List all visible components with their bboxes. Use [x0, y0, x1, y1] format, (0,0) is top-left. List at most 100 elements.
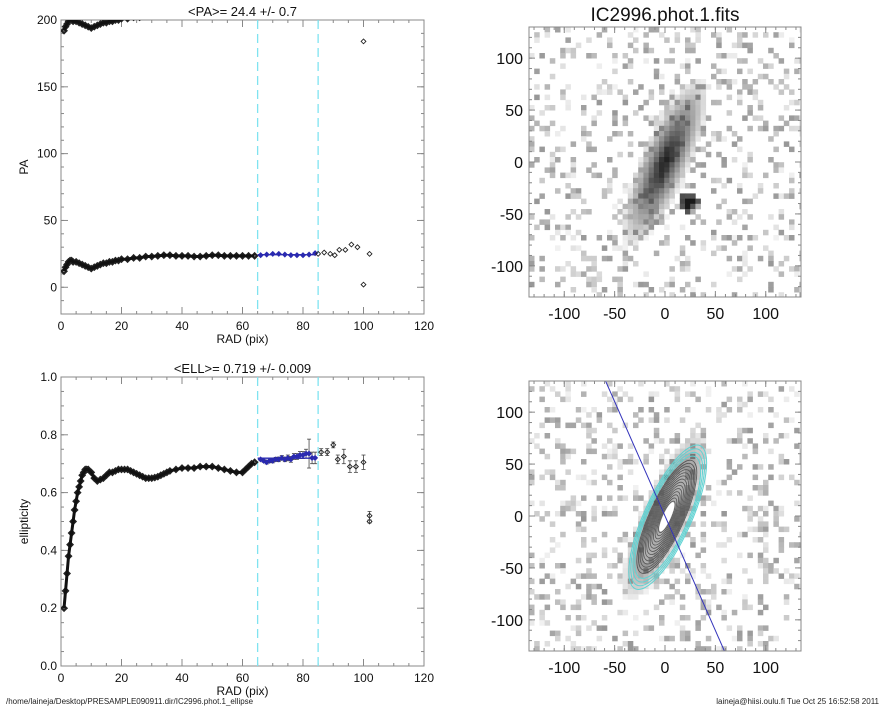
- pixel: [570, 495, 577, 501]
- pixel: [768, 250, 774, 257]
- pixel: [763, 485, 769, 491]
- pixel: [622, 219, 629, 225]
- pixel: [581, 646, 587, 651]
- pixel: [700, 131, 707, 137]
- pixel: [648, 141, 655, 147]
- pixel: [778, 229, 785, 236]
- pixel: [700, 459, 707, 465]
- pixel: [643, 183, 649, 189]
- pixel: [742, 453, 748, 460]
- pixel: [612, 391, 618, 397]
- pixel: [643, 203, 649, 210]
- pixel: [685, 578, 691, 585]
- pixel: [690, 427, 696, 434]
- pixel: [539, 474, 545, 481]
- isophote-contour: [639, 466, 694, 568]
- pixel: [648, 183, 655, 189]
- pixel: [653, 183, 660, 189]
- pixel: [690, 79, 696, 85]
- pixel: [648, 396, 655, 403]
- pixel: [737, 68, 743, 75]
- pixel: [783, 594, 790, 600]
- pixel: [591, 266, 597, 272]
- pixel: [674, 396, 681, 403]
- pixel: [778, 573, 785, 579]
- pixel: [570, 287, 577, 293]
- pixel: [690, 157, 696, 163]
- pixel: [783, 105, 790, 111]
- pixel: [581, 573, 587, 579]
- pixel: [555, 391, 561, 397]
- pixel: [731, 469, 738, 475]
- pixel: [643, 219, 649, 225]
- pixel: [539, 500, 545, 507]
- pixel: [633, 281, 639, 288]
- pixel: [669, 583, 675, 590]
- pixel: [560, 505, 566, 512]
- pixel: [685, 531, 691, 538]
- pixel: [669, 115, 675, 121]
- pixel: [705, 151, 712, 158]
- pixel: [721, 578, 727, 585]
- pixel: [570, 505, 577, 512]
- pixel: [679, 115, 686, 121]
- pixel: [674, 79, 681, 85]
- pixel: [679, 172, 686, 179]
- pixel: [789, 219, 795, 225]
- pixel: [705, 609, 712, 616]
- pixel: [638, 589, 644, 595]
- pixel: [757, 641, 764, 647]
- pixel: [591, 94, 597, 101]
- pixel: [674, 151, 681, 158]
- x-tick-label: 0: [661, 660, 670, 677]
- pixel: [591, 276, 597, 283]
- pixel: [633, 183, 639, 189]
- pixel: [555, 157, 561, 163]
- pixel: [679, 568, 686, 574]
- pixel: [664, 594, 670, 600]
- pixel: [742, 255, 748, 262]
- pixel: [648, 224, 655, 231]
- pixel: [799, 58, 801, 64]
- pixel: [544, 381, 551, 387]
- pixel: [685, 42, 691, 49]
- pixel: [721, 162, 727, 168]
- pixel: [747, 42, 753, 49]
- pixel: [721, 412, 727, 418]
- pixel: [643, 193, 649, 199]
- pixel: [659, 599, 665, 605]
- pixel: [763, 505, 769, 512]
- pixel: [690, 485, 696, 491]
- pixel: [627, 151, 634, 158]
- pixel: [726, 235, 733, 241]
- pixel: [659, 162, 665, 168]
- pixel: [560, 485, 566, 491]
- pixel: [529, 479, 535, 486]
- pixel: [757, 609, 764, 616]
- pixel: [544, 219, 551, 225]
- pixel: [674, 99, 681, 106]
- pixel: [560, 511, 566, 517]
- pixel: [700, 568, 707, 574]
- pixel: [534, 646, 540, 651]
- pixel: [570, 604, 577, 611]
- pixel: [685, 94, 691, 101]
- pixel: [690, 542, 696, 548]
- pixel: [643, 58, 649, 64]
- pixel: [591, 120, 597, 127]
- pixel: [581, 474, 587, 481]
- pixel: [690, 391, 696, 397]
- pixel: [726, 84, 733, 90]
- fit-range-contour: [630, 448, 706, 587]
- pixel: [685, 453, 691, 460]
- pixel: [633, 110, 639, 116]
- pixel: [643, 214, 649, 220]
- pixel: [612, 396, 618, 403]
- pixel: [711, 281, 717, 288]
- pixel: [648, 391, 655, 397]
- pixel: [638, 381, 644, 387]
- isophote-contour: [656, 497, 678, 537]
- pixel: [555, 266, 561, 272]
- x-tick-label: 80: [296, 671, 310, 685]
- pixel: [705, 386, 712, 392]
